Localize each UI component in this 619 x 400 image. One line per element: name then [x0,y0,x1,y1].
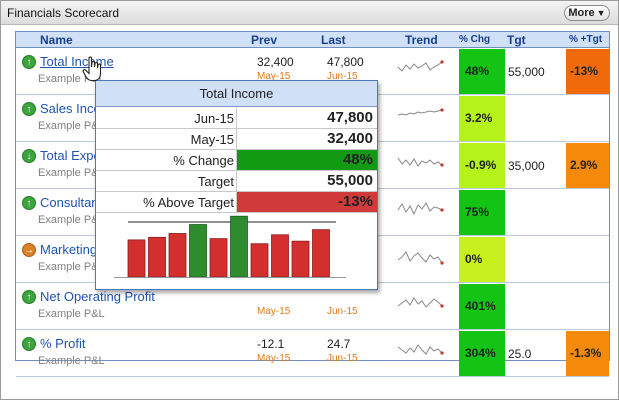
popup-bar [189,224,207,278]
row-last-date: Jun-15 [327,353,358,364]
col-header-pct-chg[interactable]: % Chg [459,34,491,45]
col-header-last[interactable]: Last [321,33,346,47]
popup-row-value: 47,800 [236,108,377,128]
row-pct-change: 304% [459,331,505,376]
row-subtitle: Example P&L [38,308,105,320]
row-pct-change: 48% [459,49,505,94]
popup-title: Total Income [96,81,377,107]
row-pct-target: 2.9% [566,143,609,188]
scorecard-grid: Name Prev Last Trend % Chg Tgt % +Tgt ↑ T… [15,31,610,377]
popup-bar [148,236,166,278]
row-name-link[interactable]: Net Operating Profit [40,289,155,304]
row-subtitle: Example P&L [38,355,105,367]
table-row[interactable]: → Marketing Example P&L 0% [16,237,609,283]
col-header-trend[interactable]: Trend [405,33,438,47]
popup-row: Jun-15 47,800 [96,108,377,129]
table-row[interactable]: ↑ Net Operating Profit Example P&L May-15 Ju… [16,284,609,330]
up-arrow-icon: ↑ [22,290,36,304]
popup-row: May-15 32,400 [96,129,377,150]
popup-bar [250,243,269,278]
triangle-down-icon: ▼ [596,8,606,18]
down-arrow-icon: ↓ [22,149,36,163]
row-pct-change: -0.9% [459,143,505,188]
row-name-link[interactable]: Consultancy [40,195,112,210]
trend-sparkline [397,60,444,72]
row-last-date: Jun-15 [327,306,358,317]
popup-row-label: Jun-15 [194,111,234,126]
popup-row-label: May-15 [190,132,234,147]
row-pct-change: 3.2% [459,96,505,141]
row-pct-target [566,284,609,329]
trend-sparkline [397,297,444,308]
right-arrow-icon: → [22,243,36,257]
row-subtitle: Example P&L [38,167,105,179]
up-arrow-icon: ↑ [22,196,36,210]
row-last-value: 47,800 [327,55,364,69]
row-prev-date: May-15 [257,71,291,82]
row-target: 25.0 [508,347,532,361]
window-title: Financials Scorecard [7,6,120,20]
row-name-link[interactable]: % Profit [40,336,86,351]
trend-sparkline [397,202,444,216]
row-last-value: 24.7 [327,337,351,351]
up-arrow-icon: ↑ [22,337,36,351]
more-button-label: More [568,7,595,19]
trend-sparkline [397,344,444,355]
title-bar: Financials Scorecard More ▼ [1,1,618,25]
row-pct-change: 401% [459,284,505,329]
popup-bar [127,239,146,278]
trend-sparkline [397,251,444,265]
col-header-pct-tgt[interactable]: % +Tgt [569,34,603,45]
popup-bar [291,240,310,278]
row-pct-target [566,96,609,141]
popup-bar [312,229,330,278]
col-header-name[interactable]: Name [40,33,73,47]
row-pct-target [566,190,609,235]
popup-row-label: % Above Target [143,195,234,210]
popup-bar [230,215,248,278]
hand-cursor-icon [82,56,102,82]
popup-row-value: 32,400 [236,129,377,149]
popup-bar [209,238,228,278]
up-arrow-icon: ↑ [22,55,36,69]
row-pct-target: -13% [566,49,609,94]
row-prev-date: May-15 [257,306,291,317]
popup-bar-chart [114,215,346,278]
row-pct-target [566,237,609,282]
popup-bar [168,233,187,278]
row-pct-target: -1.3% [566,331,609,376]
row-subtitle: Example P&L [38,214,105,226]
col-header-prev[interactable]: Prev [251,33,278,47]
up-arrow-icon: ↑ [22,102,36,116]
col-header-tgt[interactable]: Tgt [507,33,526,47]
row-subtitle: Example P&L [38,261,105,273]
more-button[interactable]: More ▼ [564,5,610,21]
row-target: 55,000 [508,65,545,79]
grid-header: Name Prev Last Trend % Chg Tgt % +Tgt [16,32,609,48]
row-name-link[interactable]: Marketing [40,242,98,257]
table-row[interactable]: ↑ % Profit Example P&L -12.1 May-15 24.7 Jun-1… [16,331,609,377]
popup-row-value: -13% [236,192,377,212]
popup-row-value: 48% [236,150,377,170]
popup-row: % Above Target -13% [96,192,377,213]
popup-row: % Change 48% [96,150,377,171]
row-pct-change: 0% [459,237,505,282]
row-prev-value: 32,400 [257,55,294,69]
total-income-popup: Total Income Jun-15 47,800 May-15 32,400% C… [95,80,378,290]
row-prev-value: -12.1 [257,337,285,351]
row-last-date: Jun-15 [327,71,358,82]
row-target: 35,000 [508,159,545,173]
row-pct-change: 75% [459,190,505,235]
trend-sparkline [397,108,444,116]
row-prev-date: May-15 [257,353,291,364]
popup-bar [271,234,289,278]
popup-row: Target 55,000 [96,171,377,192]
popup-row-label: % Change [173,153,234,168]
trend-sparkline [397,157,444,167]
popup-row-value: 55,000 [236,171,377,191]
row-subtitle: Example P&L [38,120,105,132]
popup-row-label: Target [197,174,234,189]
